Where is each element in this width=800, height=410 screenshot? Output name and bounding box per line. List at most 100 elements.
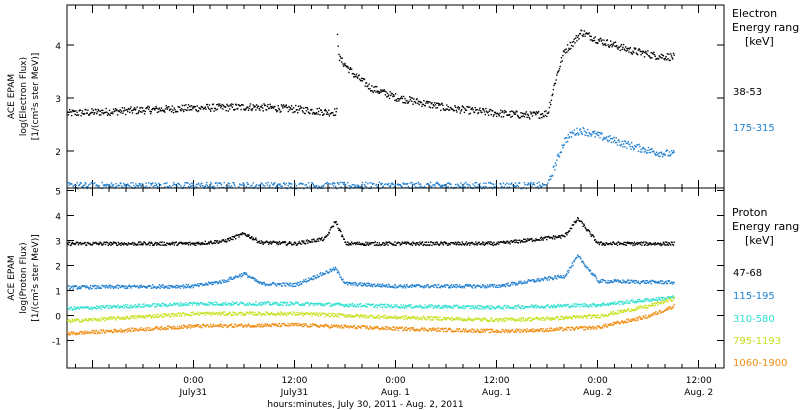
data-point [438,283,440,286]
data-point [324,236,327,238]
data-point [447,244,449,246]
data-point [422,103,424,106]
data-point [563,277,565,279]
data-point [349,68,351,70]
data-point [342,63,344,65]
data-point [395,287,397,289]
data-point [187,283,190,286]
data-point [490,113,492,116]
data-point [293,243,295,246]
data-point [141,244,144,246]
data-point [440,307,443,309]
data-point [294,111,296,113]
data-point [268,304,271,306]
data-point [598,40,600,42]
data-point [179,305,182,307]
data-point [272,302,274,304]
data-point [187,185,190,188]
data-point [449,243,451,246]
data-point [662,154,665,156]
data-point [268,185,271,188]
data-point [94,112,96,114]
data-point [235,103,237,105]
data-point [485,107,487,110]
data-point [631,142,633,144]
data-point [607,279,609,282]
data-point [212,281,214,284]
data-point [378,304,381,307]
data-point [380,89,382,91]
legend-title: Electron [732,7,777,20]
data-point [164,108,167,110]
data-point [477,284,479,286]
data-point [313,238,315,240]
data-point [185,287,187,289]
data-point [463,285,465,288]
data-point [554,306,556,308]
data-point [213,185,215,188]
data-point [376,90,378,92]
data-point [410,97,412,99]
data-point [461,287,463,289]
data-point [156,242,159,244]
data-point [646,244,648,246]
data-point [344,304,346,306]
data-point [415,242,418,244]
data-point [324,304,326,307]
data-point [234,235,236,237]
data-point [664,244,666,246]
data-point [649,242,652,245]
data-point [560,57,563,59]
data-point [116,306,118,309]
data-point [368,303,370,305]
data-point [315,302,318,305]
data-point [647,149,649,151]
data-point [353,186,356,188]
data-point [262,186,264,189]
data-point [83,307,86,309]
data-point [611,243,613,246]
data-point [410,303,412,306]
data-point [156,316,159,318]
data-point [589,35,591,37]
data-point [262,241,264,243]
data-point [556,305,559,307]
data-point [96,184,99,187]
data-point [443,304,445,307]
data-point [95,307,97,310]
data-point [493,241,495,244]
data-point [204,106,206,108]
data-point [290,242,292,244]
data-point [154,306,157,308]
data-point [92,243,94,245]
data-point [501,283,503,286]
data-point [327,272,329,274]
data-point [213,312,215,315]
data-point [304,112,306,115]
data-point [647,282,650,284]
data-point [342,278,344,281]
data-point [466,285,468,287]
data-point [565,274,567,276]
data-point [347,304,349,307]
data-point [80,321,82,323]
data-point [570,132,572,134]
data-point [400,97,402,99]
data-point [568,47,570,50]
data-point [592,273,594,275]
data-point [257,304,259,306]
data-point [228,183,231,185]
data-point [184,242,186,244]
data-point [562,144,565,147]
data-point [649,149,651,151]
data-point [510,240,513,242]
data-point [305,313,308,315]
data-point [76,288,78,290]
data-point [131,112,134,114]
data-point [164,305,167,307]
data-point [663,242,665,245]
data-point [560,237,562,239]
data-point [194,106,196,108]
data-point [662,243,664,246]
